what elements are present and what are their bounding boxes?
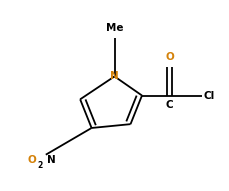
Text: 2: 2	[38, 161, 43, 170]
Text: N: N	[47, 155, 56, 165]
Text: Cl: Cl	[204, 91, 215, 100]
Text: O: O	[165, 52, 174, 62]
Text: O: O	[28, 155, 37, 165]
Text: Me: Me	[106, 23, 123, 33]
Text: C: C	[166, 100, 173, 110]
Text: N: N	[110, 71, 119, 81]
